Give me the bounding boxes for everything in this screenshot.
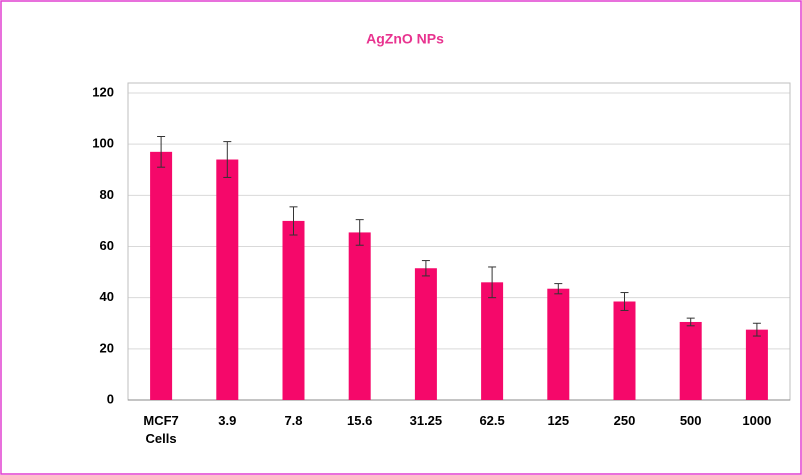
x-tick-label: 62.5 <box>479 413 505 428</box>
y-tick-label: 20 <box>100 340 114 355</box>
bar <box>216 159 239 400</box>
y-tick-label: 0 <box>107 391 114 406</box>
x-tick-label: 7.8 <box>284 413 303 428</box>
bar <box>150 151 173 400</box>
bar <box>547 288 570 400</box>
x-tick-label: 3.9 <box>218 413 237 428</box>
error-bar <box>488 266 497 299</box>
x-tick-label: 1000 <box>742 413 772 428</box>
chart-title: AgZnO NPs <box>366 31 444 47</box>
bar <box>282 220 305 400</box>
error-bar <box>289 206 298 236</box>
bar <box>679 321 702 400</box>
y-tick-label: 60 <box>100 238 114 253</box>
error-bar <box>223 141 232 178</box>
bar <box>481 282 504 400</box>
error-bar <box>157 135 166 168</box>
error-bar <box>554 283 563 295</box>
x-tick-label: 500 <box>679 413 702 428</box>
bar <box>613 301 636 400</box>
y-tick-label: 100 <box>92 136 114 151</box>
x-tick-label: MCF7 Cells <box>143 413 179 446</box>
y-tick-label: 40 <box>100 289 114 304</box>
bar <box>745 329 768 400</box>
x-tick-label: 250 <box>613 413 636 428</box>
x-tick-label: 15.6 <box>347 413 373 428</box>
y-tick-label: 120 <box>92 84 114 99</box>
error-bar <box>752 322 761 337</box>
x-tick-label: 125 <box>547 413 570 428</box>
error-bar <box>620 292 629 311</box>
x-tick-label: 31.25 <box>409 413 443 428</box>
error-bar <box>355 219 364 246</box>
error-bar <box>686 317 695 327</box>
bar <box>414 268 437 400</box>
bar <box>348 232 371 400</box>
y-tick-label: 80 <box>100 187 114 202</box>
error-bar <box>421 260 430 277</box>
